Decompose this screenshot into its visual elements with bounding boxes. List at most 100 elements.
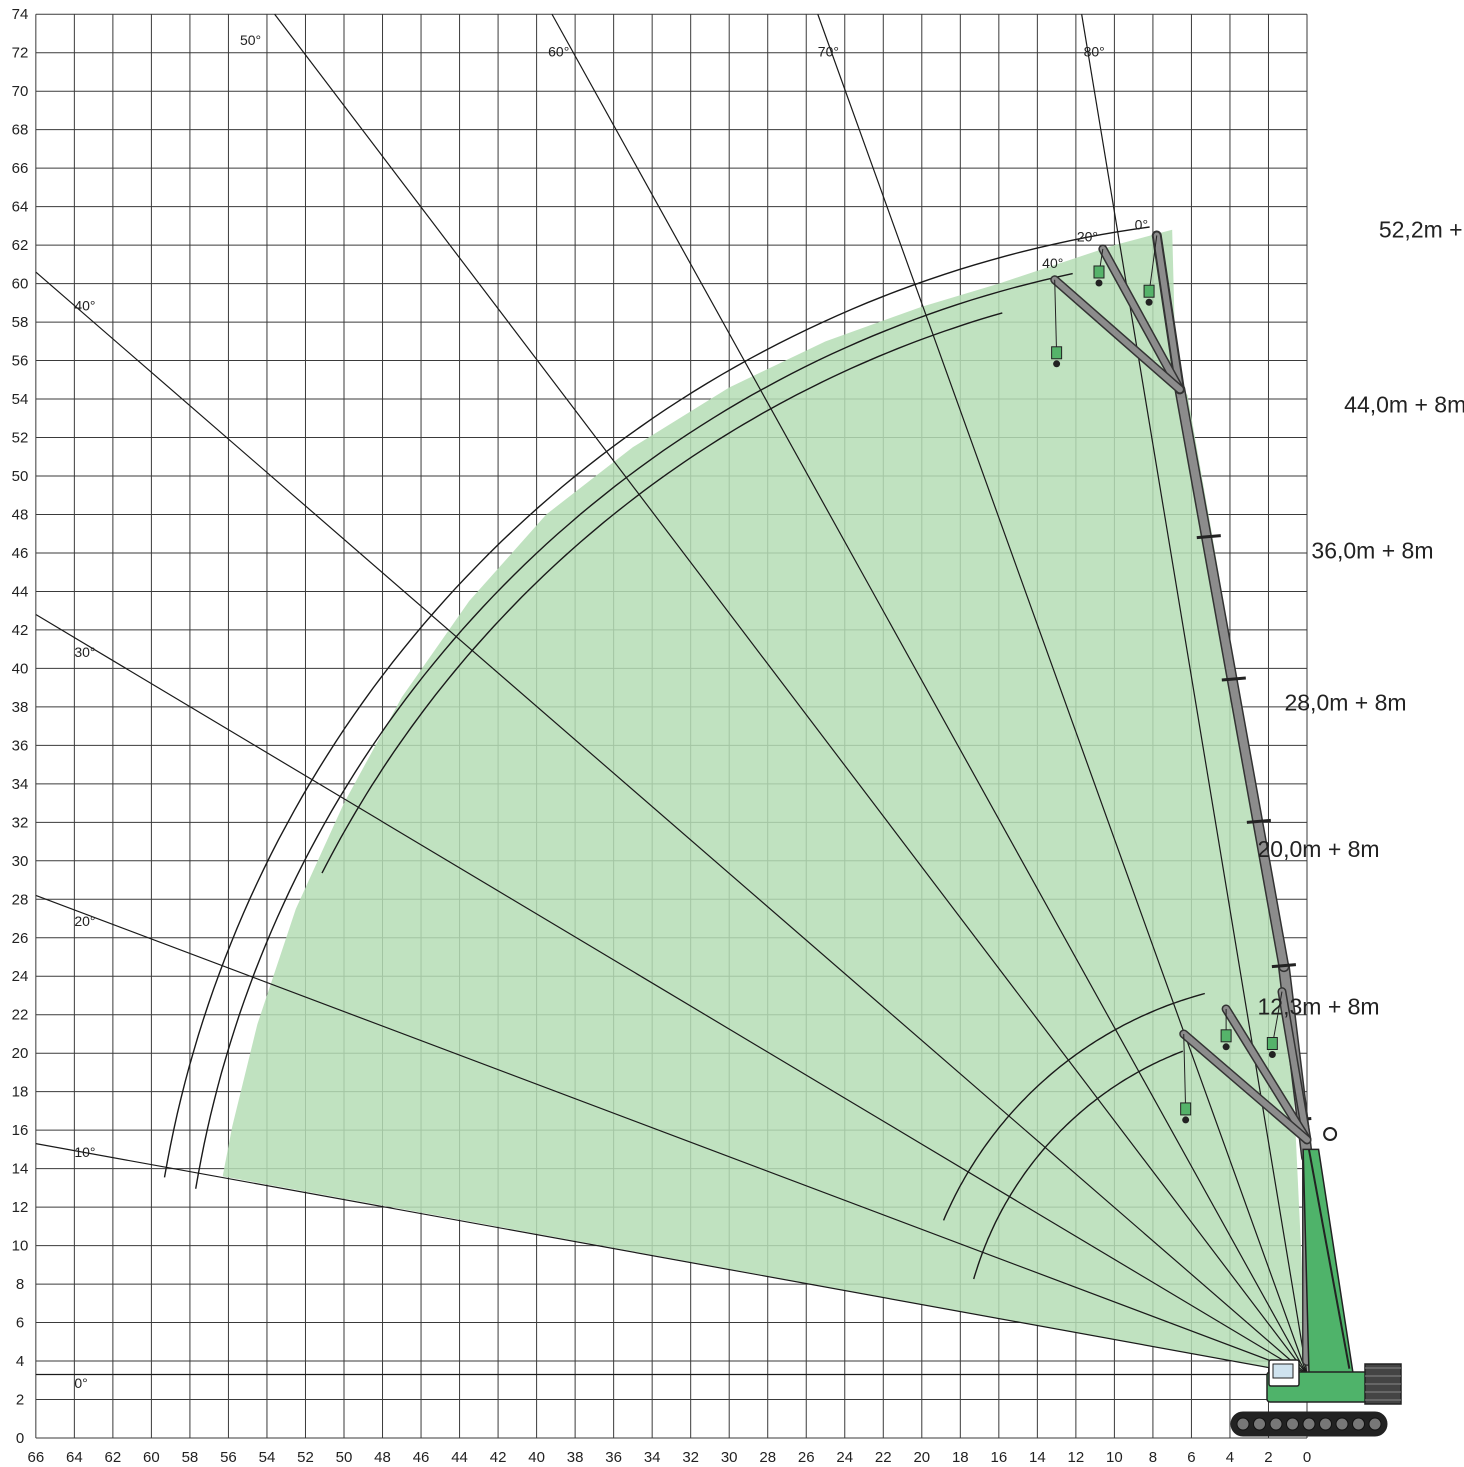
angle-line	[817, 14, 1308, 1375]
angle-label: 50°	[240, 32, 261, 48]
working-envelope	[222, 229, 1308, 1375]
boom-length-label: 20,0m + 8m	[1258, 836, 1380, 862]
boom-segment-mark	[1271, 963, 1297, 969]
cab-window	[1272, 1363, 1294, 1379]
boom-length-label: 44,0m + 8m	[1344, 392, 1464, 418]
long-jib-hook-block	[1093, 265, 1105, 279]
angle-label: 30°	[74, 644, 95, 660]
angle-line	[35, 614, 1308, 1376]
y-tick-label: 66	[12, 160, 29, 177]
long-jib-fill	[1153, 232, 1183, 393]
angle-line	[551, 13, 1308, 1375]
boom-segment-mark	[1246, 818, 1271, 824]
y-tick-label: 70	[12, 83, 29, 100]
short-jib-hook-rope	[1271, 991, 1283, 1046]
angle-label: 10°	[74, 1144, 95, 1160]
track-roller	[1302, 1417, 1316, 1431]
x-tick-label: 58	[182, 1449, 199, 1466]
y-tick-label: 12	[12, 1199, 29, 1216]
x-tick-label: 52	[297, 1449, 314, 1466]
long-jib-hook-rope	[1148, 235, 1158, 294]
jib-angle-label: 40°	[1042, 255, 1063, 271]
boom-length-label: 52,2m + 8m	[1379, 216, 1464, 242]
jib-angle-label: 0°	[1135, 217, 1148, 233]
y-tick-label: 62	[12, 237, 29, 254]
x-tick-label: 34	[644, 1449, 661, 1466]
y-tick-label: 26	[12, 930, 29, 947]
y-tick-label: 42	[12, 622, 29, 639]
angle-label: 20°	[74, 913, 95, 929]
track-roller	[1352, 1417, 1365, 1431]
y-tick-label: 22	[12, 1007, 29, 1024]
x-tick-label: 2	[1264, 1449, 1272, 1466]
reach-arcs	[163, 226, 1205, 1280]
y-tick-label: 60	[12, 276, 29, 293]
long-jib-hook-block	[1143, 284, 1155, 298]
short-jib-hook-hook	[1222, 1043, 1230, 1051]
y-tick-label: 16	[12, 1122, 29, 1139]
long-jib-hook-hook	[1145, 298, 1153, 306]
y-tick-label: 74	[12, 6, 29, 23]
y-tick-label: 68	[12, 122, 29, 139]
angle-line	[35, 894, 1308, 1376]
y-tick-label: 14	[12, 1161, 29, 1178]
y-tick-label: 4	[16, 1353, 24, 1370]
track-roller	[1319, 1417, 1332, 1431]
x-tick-label: 36	[605, 1449, 622, 1466]
x-tick-label: 66	[27, 1449, 44, 1466]
x-tick-label: 62	[105, 1449, 122, 1466]
boom-foot-chord	[1307, 1149, 1351, 1369]
boom-length-label: 12,3m + 8m	[1258, 994, 1380, 1020]
track-roller	[1335, 1417, 1349, 1431]
short-jib-hook-hook	[1268, 1051, 1276, 1059]
x-tick-label: 10	[1106, 1449, 1123, 1466]
y-tick-label: 64	[12, 199, 29, 216]
y-tick-label: 48	[12, 506, 29, 523]
reach-arc	[195, 272, 1073, 1189]
angle-line	[1081, 14, 1308, 1375]
short-jib-hook-block	[1266, 1037, 1278, 1051]
angle-label: 0°	[74, 1375, 87, 1391]
angle-and-boom-labels: 0° 10° 20° 30° 40° 50° 60° 70° 80° 0° 20° 40° 52,2m …	[74, 32, 1464, 1391]
long-jib-hook-hook	[1053, 360, 1061, 368]
x-tick-label: 60	[143, 1449, 160, 1466]
boom-segment-mark	[1221, 676, 1246, 682]
long-jib-hook-block	[1051, 346, 1063, 360]
boom-foot	[1302, 1148, 1355, 1376]
x-tick-label: 44	[451, 1449, 468, 1466]
y-tick-label: 20	[12, 1045, 29, 1062]
boom-angle-lines	[35, 13, 1308, 1376]
short-jib-hook-block	[1220, 1029, 1232, 1043]
y-tick-label: 40	[12, 660, 29, 677]
x-tick-label: 24	[836, 1449, 853, 1466]
boom-length-label: 28,0m + 8m	[1284, 690, 1406, 716]
short-jib-fill	[1223, 1005, 1310, 1143]
track-roller	[1236, 1417, 1250, 1431]
x-tick-label: 14	[1029, 1449, 1046, 1466]
angle-label: 70°	[818, 44, 839, 60]
boom-head-sheave	[1323, 1127, 1338, 1142]
y-tick-label: 46	[12, 545, 29, 562]
long-jib-hook-hook	[1095, 279, 1103, 287]
x-tick-label: 12	[1068, 1449, 1085, 1466]
x-tick-label: 26	[798, 1449, 815, 1466]
y-tick-label: 38	[12, 699, 29, 716]
y-tick-label: 2	[16, 1392, 24, 1409]
x-tick-label: 0	[1303, 1449, 1311, 1466]
y-tick-label: 28	[12, 891, 29, 908]
angle-line	[35, 271, 1308, 1375]
short-jib-fill	[1180, 1030, 1310, 1143]
reach-arc	[973, 1050, 1184, 1280]
x-tick-label: 6	[1187, 1449, 1195, 1466]
y-tick-label: 8	[16, 1276, 24, 1293]
boom-segment-mark	[1196, 534, 1221, 540]
reach-arc	[321, 312, 1003, 874]
x-tick-label: 48	[374, 1449, 391, 1466]
x-tick-label: 4	[1226, 1449, 1234, 1466]
short-jib-fill	[1278, 988, 1310, 1143]
track-roller	[1368, 1417, 1382, 1431]
y-tick-label: 10	[12, 1238, 29, 1255]
x-tick-label: 30	[721, 1449, 738, 1466]
working-envelope-area	[222, 229, 1308, 1375]
